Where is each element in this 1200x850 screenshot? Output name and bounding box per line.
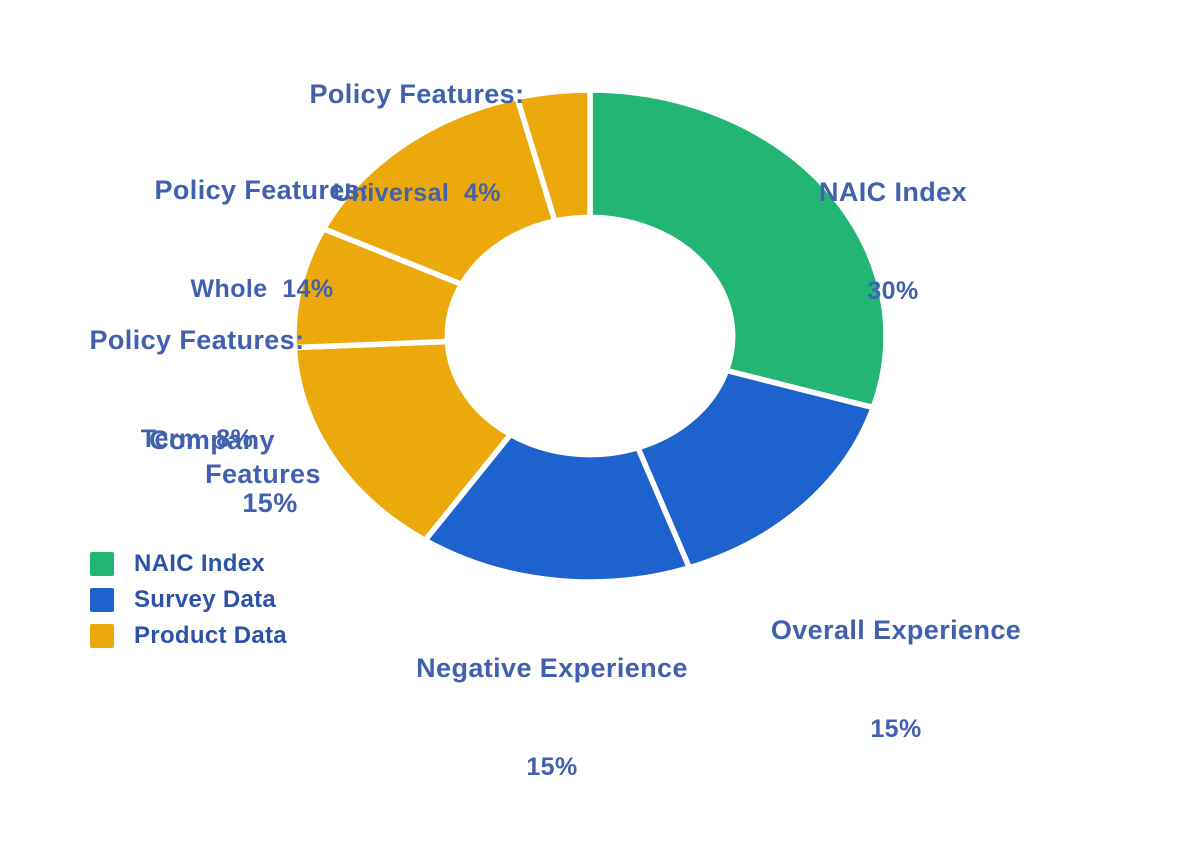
donut-chart bbox=[291, 87, 889, 585]
slice-label-value: Whole 14% bbox=[190, 275, 334, 303]
slice-label-value: Term 8% bbox=[140, 425, 254, 453]
slice-label-value: 15% bbox=[526, 753, 578, 781]
slice-label-overall-experience: Overall Experience 15% bbox=[771, 548, 1021, 812]
legend-item-product-data: Product Data bbox=[90, 622, 287, 649]
legend-item-survey-data: Survey Data bbox=[90, 586, 287, 613]
legend-swatch-naic-index bbox=[90, 552, 114, 576]
donut-slice-policy-features-universal bbox=[514, 87, 593, 224]
slice-label-company-features-line1: Company bbox=[149, 425, 275, 455]
legend-label: NAIC Index bbox=[134, 550, 266, 577]
legend-swatch-product-data bbox=[90, 624, 114, 648]
slice-label-value: 15% bbox=[870, 715, 922, 743]
slice-label-value: 30% bbox=[867, 277, 919, 305]
donut-slice-policy-features-whole bbox=[320, 94, 558, 288]
donut-slice-overall-experience bbox=[635, 367, 876, 571]
slice-label-line: Overall Experience bbox=[770, 615, 1022, 645]
slice-label-line: Policy Features: bbox=[309, 79, 525, 109]
slice-label-line: Policy Features: bbox=[89, 325, 305, 355]
slice-label-policy-whole: Policy Features: Whole 14% bbox=[155, 108, 370, 372]
slice-label-negative-experience: Negative Experience 15% bbox=[416, 586, 688, 850]
slice-label-naic-index: NAIC Index 30% bbox=[819, 110, 967, 374]
donut-slice-company-features bbox=[291, 338, 514, 544]
slice-label-line: Policy Features: bbox=[154, 175, 370, 205]
slice-label-value: Universal 4% bbox=[333, 179, 501, 207]
donut-chart-figure: Policy Features: Universal 4% Policy Fea… bbox=[90, 12, 1021, 781]
donut-slice-negative-experience bbox=[422, 431, 693, 585]
legend-item-naic-index: NAIC Index bbox=[90, 550, 287, 577]
slice-label-line: NAIC Index bbox=[818, 177, 968, 207]
legend-label: Survey Data bbox=[134, 586, 277, 613]
slice-label-line: Negative Experience bbox=[416, 653, 688, 683]
donut-slice-naic-index bbox=[587, 87, 889, 411]
slice-label-policy-universal: Policy Features: Universal 4% bbox=[310, 12, 525, 276]
slice-label-policy-term: Policy Features: Term 8% bbox=[90, 258, 305, 522]
legend-swatch-survey-data bbox=[90, 588, 114, 612]
slice-label-company-features-value: 15% bbox=[242, 488, 298, 518]
legend-label: Product Data bbox=[134, 622, 287, 649]
chart-legend: NAIC Index Survey Data Product Data bbox=[90, 550, 287, 660]
slice-label-company-features-line2: Features bbox=[205, 459, 321, 489]
